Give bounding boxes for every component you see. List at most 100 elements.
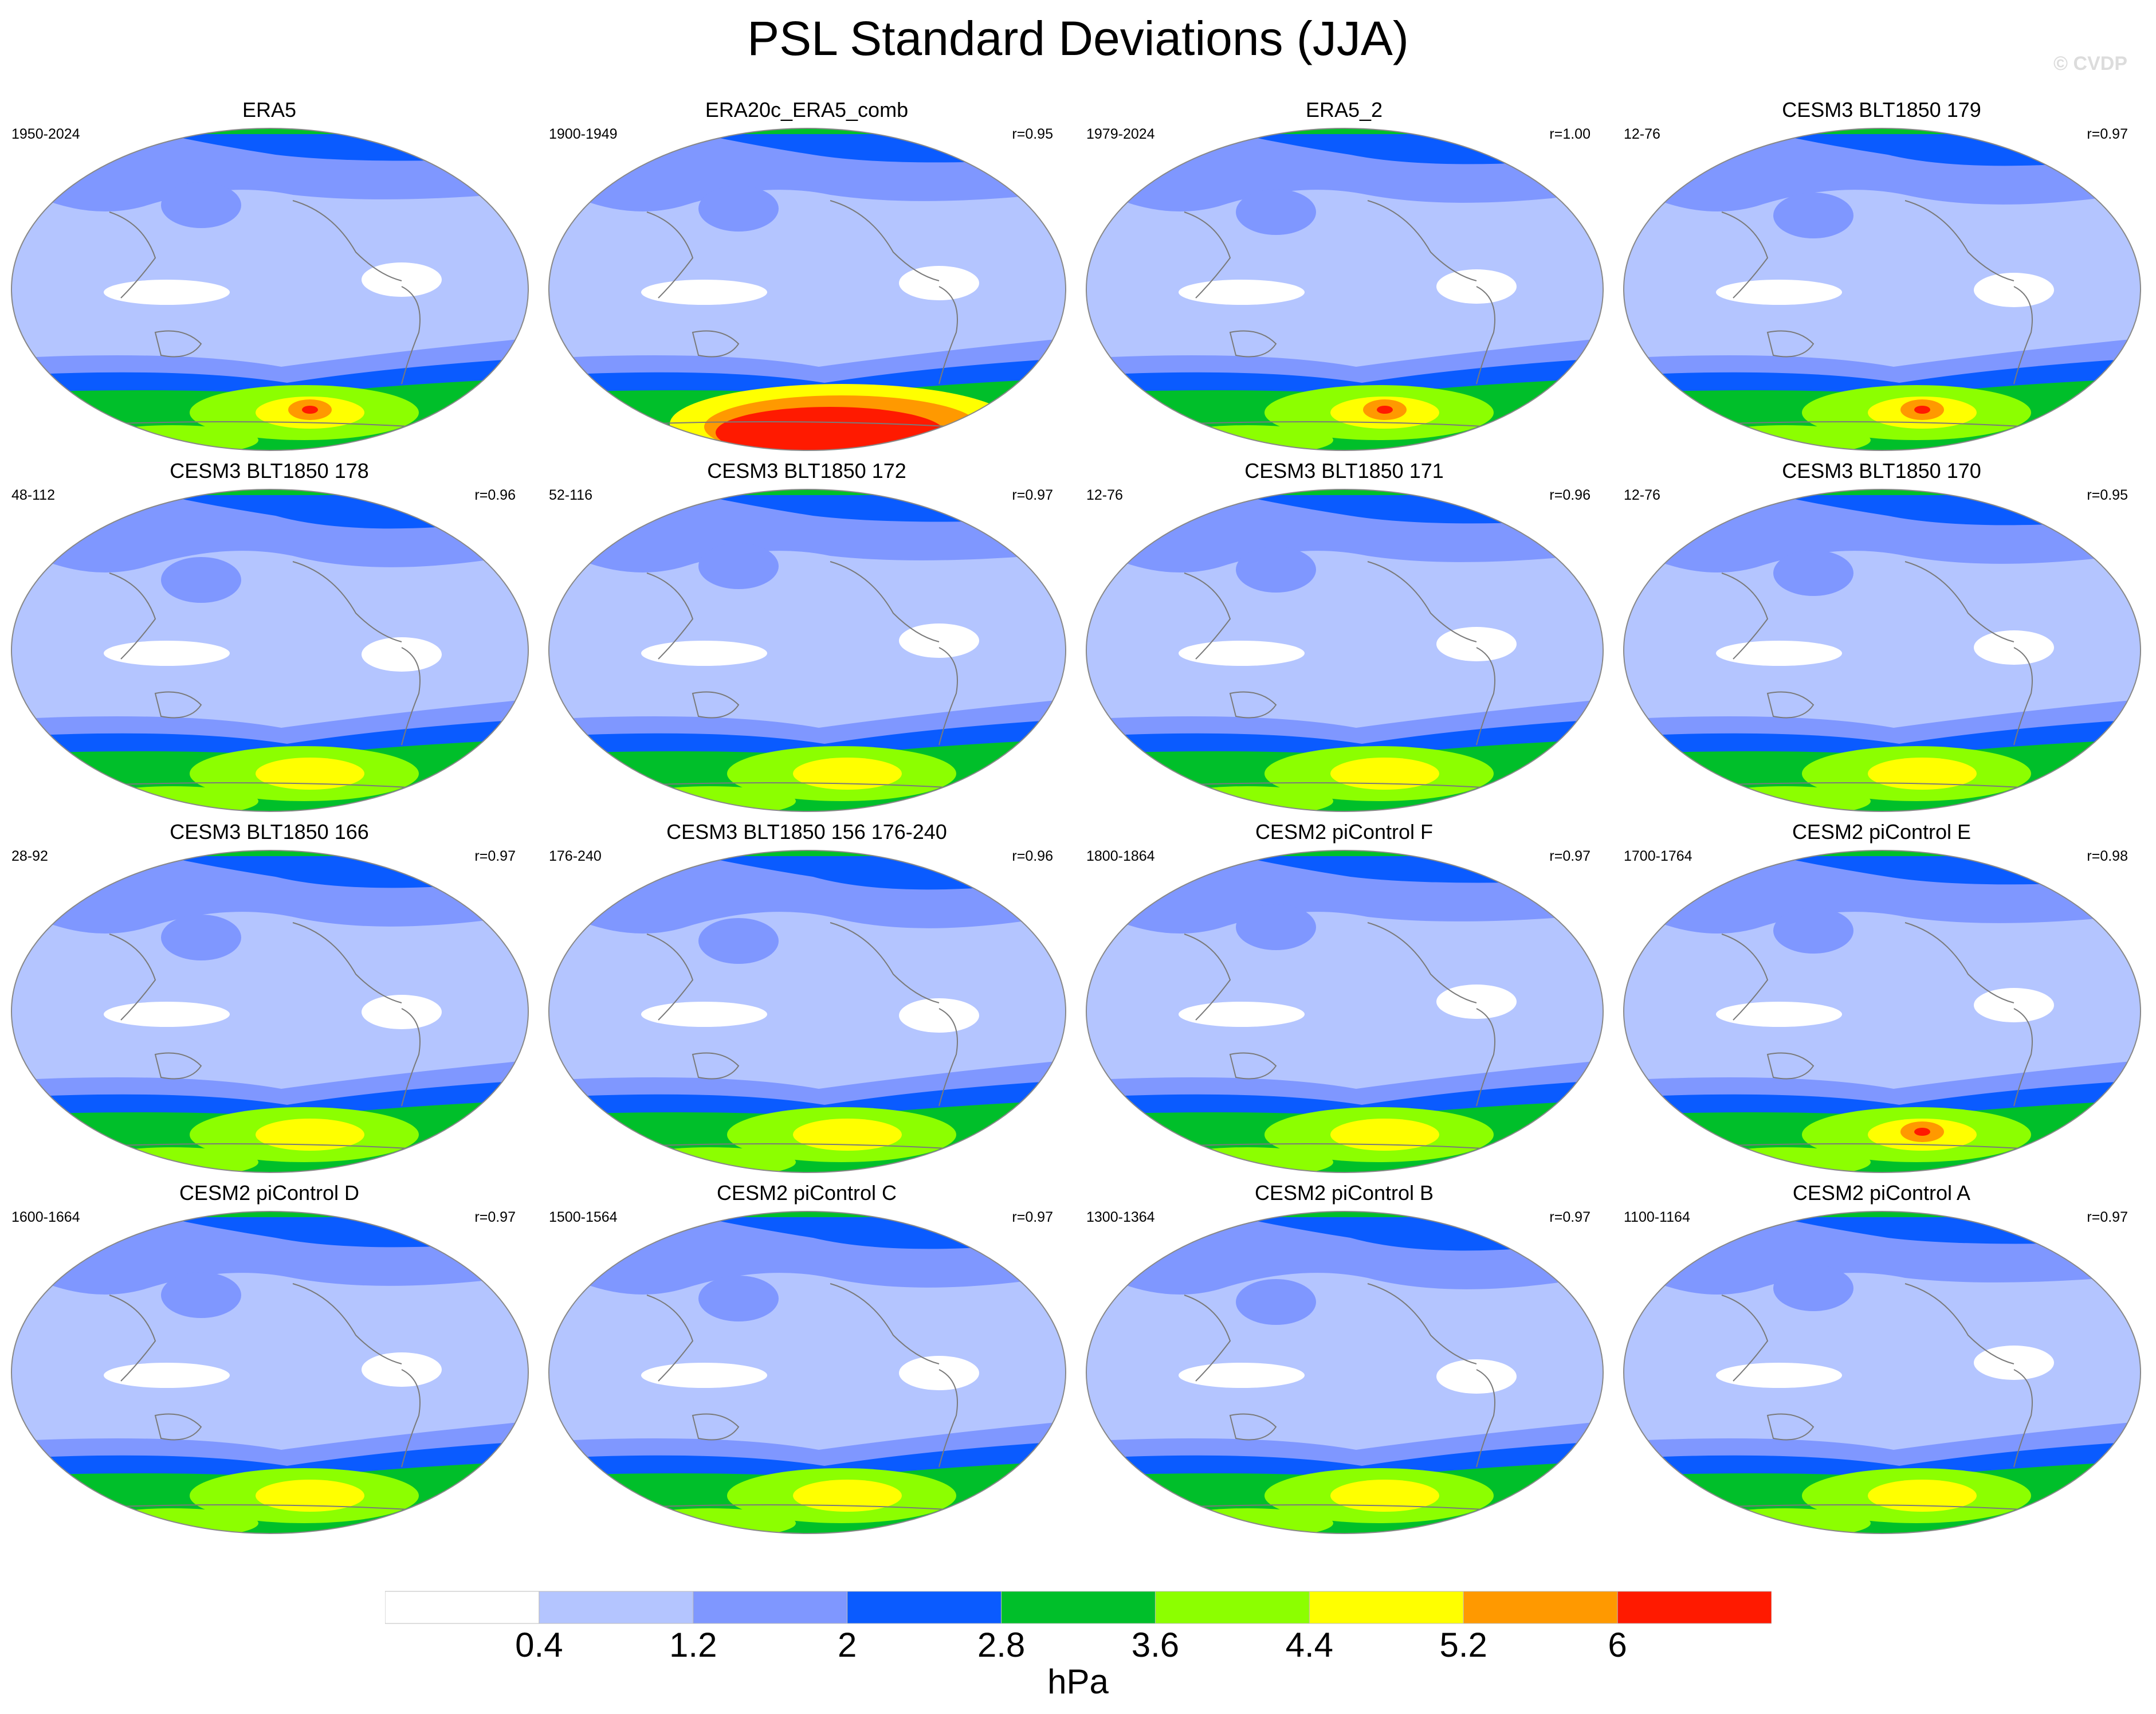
panel-period: 1979-2024 (1086, 126, 1155, 142)
colorbar-tick-label: 1.2 (669, 1626, 717, 1664)
colorbar-segment (539, 1591, 694, 1624)
colorbar-segment (693, 1591, 848, 1624)
panel-period: 1950-2024 (11, 126, 80, 142)
panel-title: CESM2 piControl B (1254, 1181, 1434, 1205)
map-panel: CESM3 BLT1850 166 28-92 r=0.97 (0, 819, 539, 1186)
psl-stddev-map (1623, 1211, 2141, 1534)
map-panel: CESM2 piControl F 1800-1864 r=0.97 (1075, 819, 1613, 1186)
panel-correlation: r=0.98 (2087, 848, 2128, 864)
panel-title: CESM3 BLT1850 170 (1782, 459, 1981, 483)
panel-title: ERA20c_ERA5_comb (705, 98, 909, 121)
panel-title: CESM3 BLT1850 156 176-240 (666, 820, 947, 844)
map-panel: CESM3 BLT1850 178 48-112 r=0.96 (0, 458, 539, 825)
panel-period: 12-76 (1624, 487, 1660, 503)
panel-period: 28-92 (11, 848, 48, 864)
psl-stddev-map (1623, 489, 2141, 812)
panel-period: 1600-1664 (11, 1209, 80, 1225)
psl-stddev-map (548, 128, 1066, 451)
colorbar-tick-label: 3.6 (1131, 1626, 1180, 1664)
colorbar-segment (1463, 1591, 1618, 1624)
panel-title: CESM3 BLT1850 172 (707, 459, 906, 483)
psl-stddev-map (1623, 850, 2141, 1173)
panel-correlation: r=0.96 (474, 487, 516, 503)
panel-correlation: r=0.97 (1549, 1209, 1591, 1225)
map-panel: CESM2 piControl B 1300-1364 r=0.97 (1075, 1180, 1613, 1547)
panel-correlation: r=0.97 (2087, 126, 2128, 142)
colorbar-tick-label: 4.4 (1285, 1626, 1334, 1664)
panel-correlation: r=0.95 (2087, 487, 2128, 503)
panel-title: ERA5_2 (1305, 98, 1383, 121)
panel-title: CESM2 piControl A (1792, 1181, 1971, 1205)
panel-title: CESM2 piControl F (1255, 820, 1434, 844)
map-panel: CESM3 BLT1850 179 12-76 r=0.97 (1612, 97, 2151, 464)
map-panel: ERA5_2 1979-2024 r=1.00 (1075, 97, 1613, 464)
colorbar-tick-label: 2.8 (977, 1626, 1026, 1664)
panel-correlation: r=0.96 (1549, 487, 1591, 503)
panel-correlation: r=0.97 (474, 1209, 516, 1225)
colorbar-segment (385, 1591, 540, 1624)
panel-correlation: r=0.96 (1012, 848, 1053, 864)
map-panel: CESM2 piControl A 1100-1164 r=0.97 (1612, 1180, 2151, 1547)
psl-stddev-map (11, 1211, 529, 1534)
panel-period: 12-76 (1086, 487, 1123, 503)
panel-period: 1100-1164 (1624, 1209, 1690, 1225)
panel-period: 1700-1764 (1624, 848, 1692, 864)
panel-title: CESM2 piControl D (179, 1181, 360, 1205)
psl-stddev-map (548, 489, 1066, 812)
map-panel: CESM2 piControl E 1700-1764 r=0.98 (1612, 819, 2151, 1186)
panel-period: 176-240 (549, 848, 602, 864)
map-panel: CESM3 BLT1850 156 176-240 176-240 r=0.96 (537, 819, 1076, 1186)
psl-stddev-map (548, 850, 1066, 1173)
colorbar-tick-label: 6 (1608, 1626, 1627, 1664)
panel-correlation: r=0.97 (1012, 487, 1053, 503)
psl-stddev-map (1086, 850, 1604, 1173)
psl-stddev-map (1086, 128, 1604, 451)
colorbar (385, 1591, 1772, 1624)
panel-title: CESM2 piControl C (716, 1181, 897, 1205)
psl-stddev-map (11, 128, 529, 451)
panel-period: 1300-1364 (1086, 1209, 1155, 1225)
colorbar-segment (1309, 1591, 1464, 1624)
colorbar-segment (847, 1591, 1002, 1624)
panel-correlation: r=0.95 (1012, 126, 1053, 142)
copyright-label: © CVDP (2053, 53, 2127, 74)
colorbar-segment (1001, 1591, 1156, 1624)
map-panel: CESM2 piControl D 1600-1664 r=0.97 (0, 1180, 539, 1547)
map-panel: CESM3 BLT1850 170 12-76 r=0.95 (1612, 458, 2151, 825)
panel-title: CESM3 BLT1850 179 (1782, 98, 1981, 121)
map-panel: CESM3 BLT1850 172 52-116 r=0.97 (537, 458, 1076, 825)
map-panel: CESM2 piControl C 1500-1564 r=0.97 (537, 1180, 1076, 1547)
psl-stddev-map (1623, 128, 2141, 451)
panel-correlation: r=1.00 (1549, 126, 1591, 142)
panel-correlation: r=0.97 (2087, 1209, 2128, 1225)
panel-period: 52-116 (549, 487, 592, 503)
psl-stddev-map (1086, 489, 1604, 812)
panel-correlation: r=0.97 (1549, 848, 1591, 864)
panel-period: 1900-1949 (549, 126, 618, 142)
colorbar-tick-label: 0.4 (515, 1626, 563, 1664)
panel-title: CESM3 BLT1850 166 (170, 820, 369, 844)
panel-period: 1500-1564 (549, 1209, 618, 1225)
panel-correlation: r=0.97 (1012, 1209, 1053, 1225)
map-panel: ERA5 1950-2024 (0, 97, 539, 464)
map-panel: ERA20c_ERA5_comb 1900-1949 r=0.95 (537, 97, 1076, 464)
figure-title: PSL Standard Deviations (JJA) (747, 11, 1409, 65)
panel-period: 12-76 (1624, 126, 1660, 142)
psl-stddev-map (11, 489, 529, 812)
panel-title: CESM2 piControl E (1792, 820, 1972, 844)
panel-title: ERA5 (242, 98, 297, 121)
panel-period: 48-112 (11, 487, 55, 503)
colorbar-tick-label: 2 (837, 1626, 857, 1664)
colorbar-segment (1617, 1591, 1772, 1624)
colorbar-segment (1154, 1591, 1310, 1624)
panel-correlation: r=0.97 (474, 848, 516, 864)
colorbar-units: hPa (1047, 1662, 1109, 1701)
psl-stddev-map (11, 850, 529, 1173)
panel-title: CESM3 BLT1850 171 (1244, 459, 1444, 483)
colorbar-tick-label: 5.2 (1439, 1626, 1487, 1664)
panel-title: CESM3 BLT1850 178 (170, 459, 369, 483)
panel-period: 1800-1864 (1086, 848, 1155, 864)
map-panel: CESM3 BLT1850 171 12-76 r=0.96 (1075, 458, 1613, 825)
psl-stddev-map (548, 1211, 1066, 1534)
psl-stddev-map (1086, 1211, 1604, 1534)
